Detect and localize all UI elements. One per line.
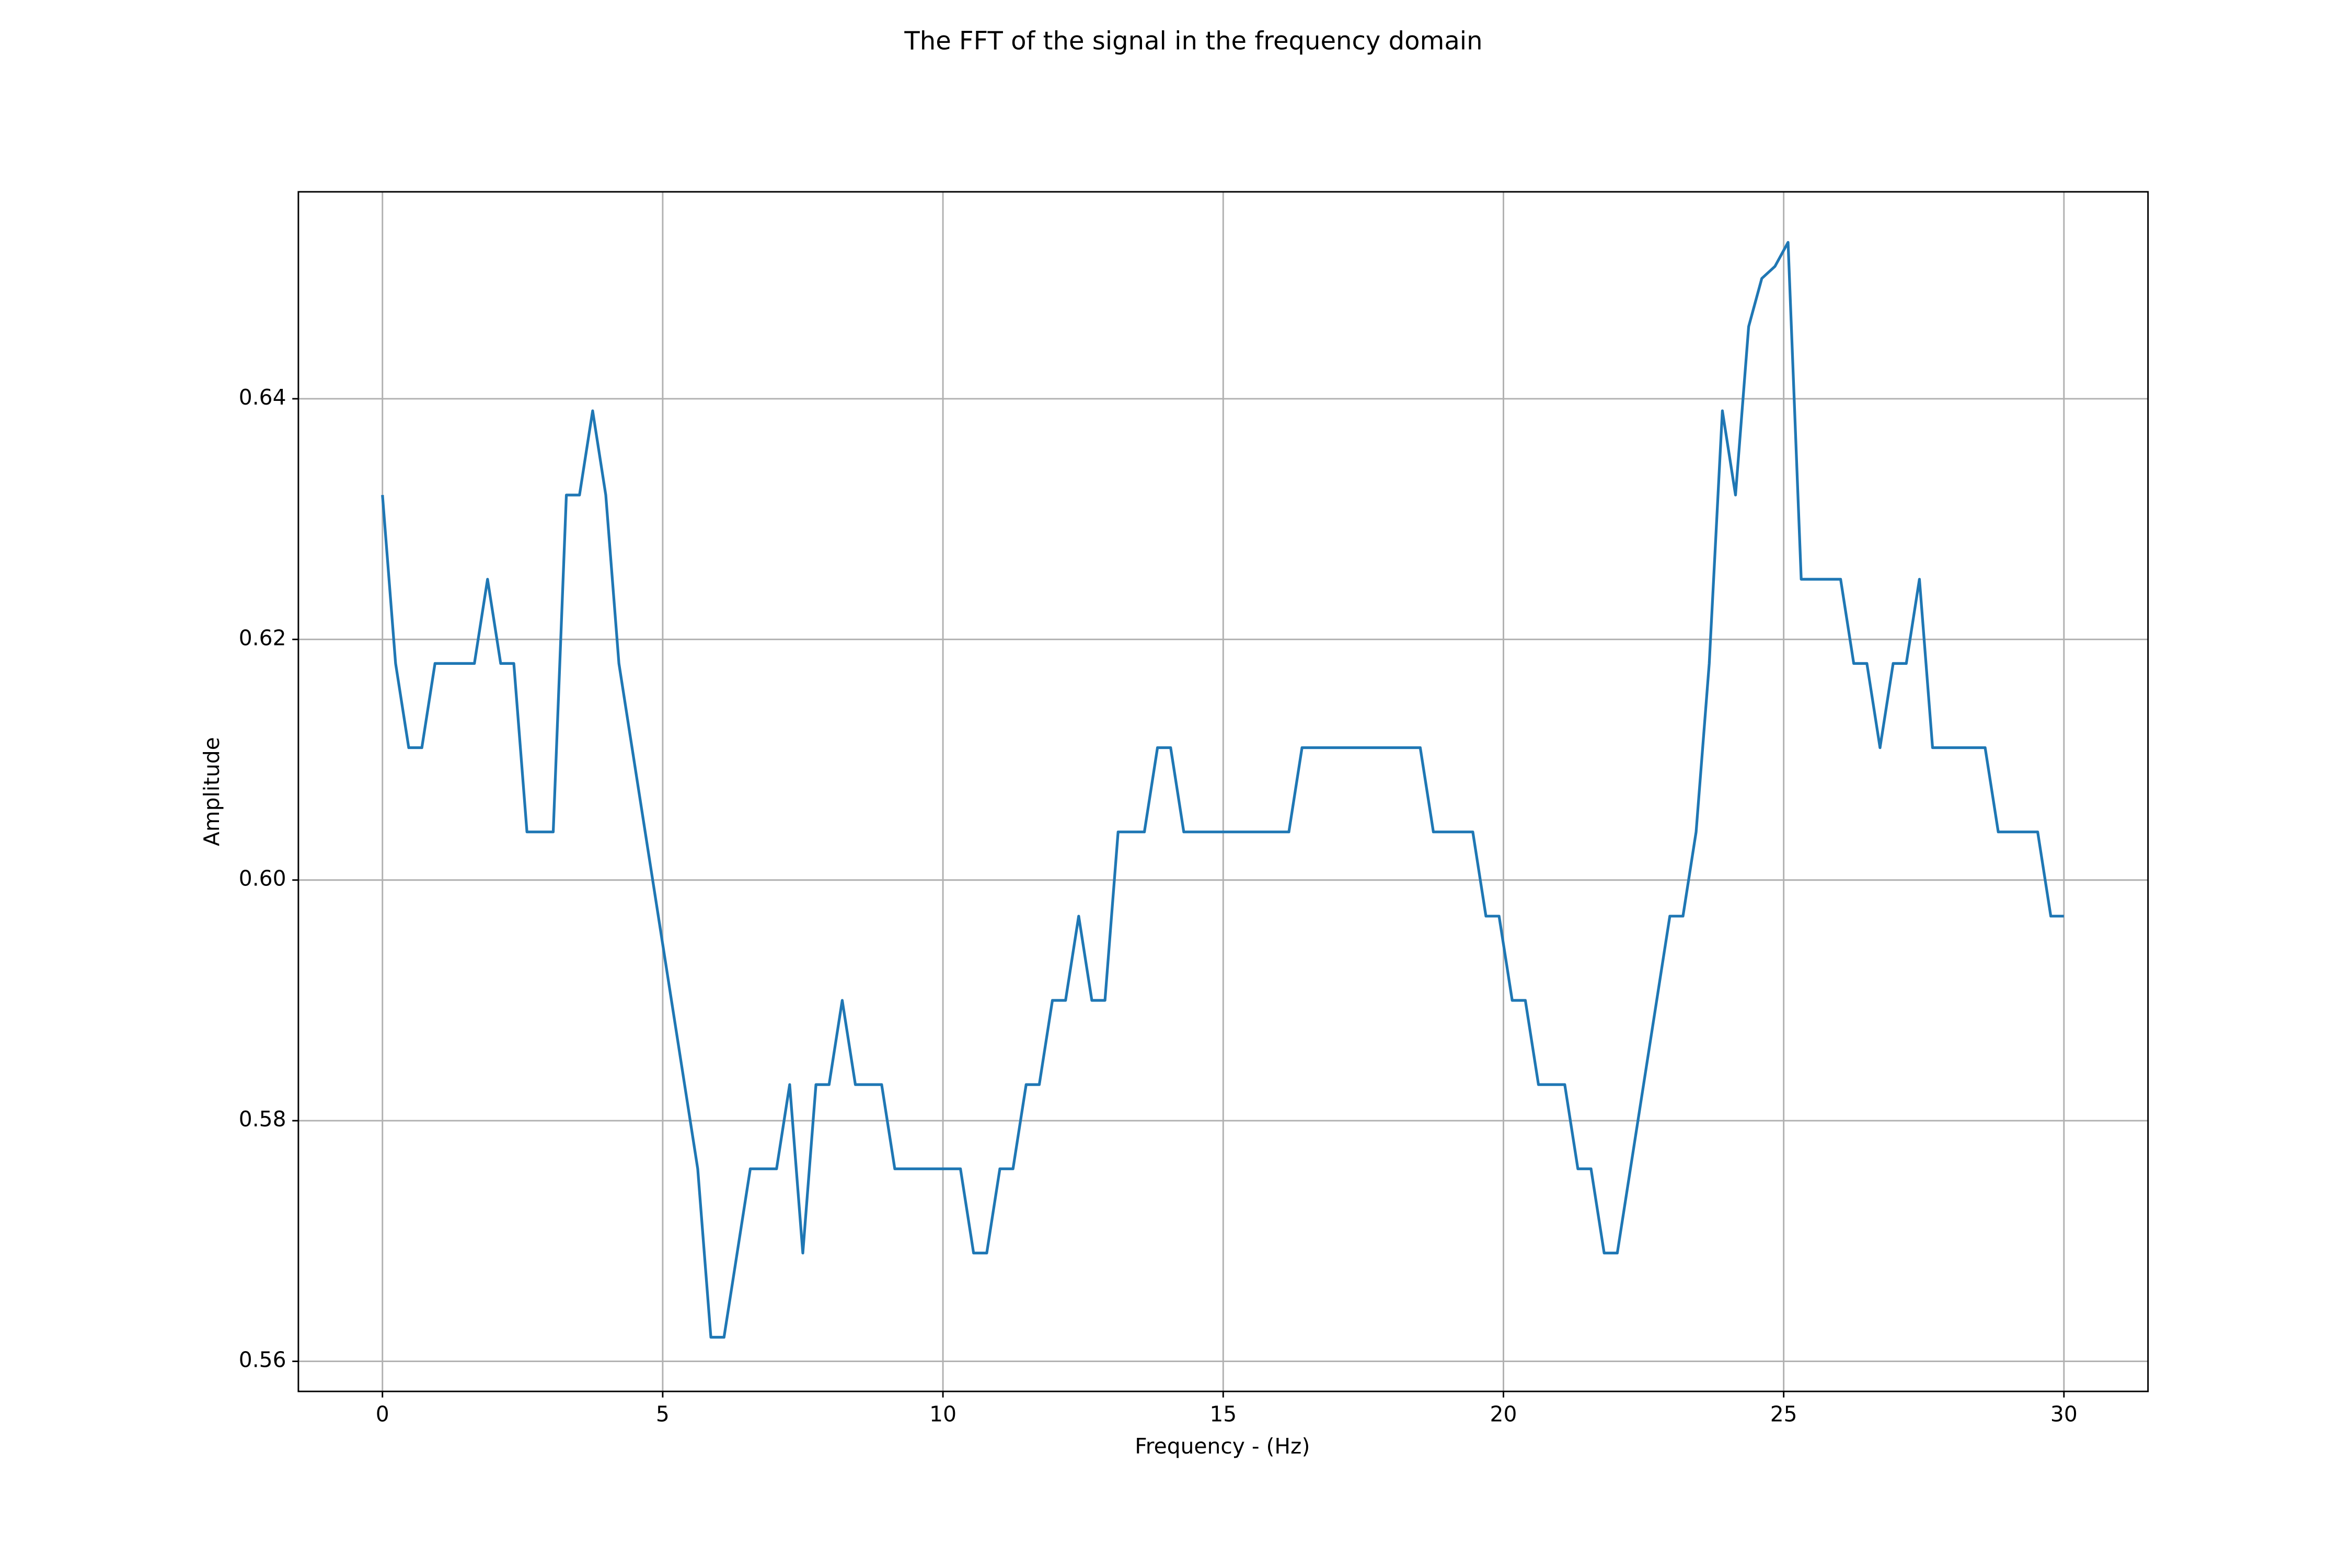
y-tick-label: 0.60 [239, 866, 286, 891]
chart-title: The FFT of the signal in the frequency d… [904, 27, 1482, 56]
y-tick-label: 0.58 [239, 1106, 286, 1132]
x-tick-label: 10 [929, 1402, 956, 1427]
x-tick-label: 0 [376, 1402, 389, 1427]
x-tick-label: 25 [1770, 1402, 1797, 1427]
x-tick-label: 5 [656, 1402, 670, 1427]
x-tick-label: 15 [1209, 1402, 1237, 1427]
y-tick-label: 0.64 [239, 385, 286, 410]
data-line [381, 241, 2064, 1339]
plot-frame [297, 191, 2149, 1392]
x-tick-label: 20 [1490, 1402, 1517, 1427]
y-tick-label: 0.56 [239, 1347, 286, 1373]
x-tick-label: 30 [2050, 1402, 2078, 1427]
y-tick-label: 0.62 [239, 625, 286, 650]
y-axis-label: Amplitude [199, 737, 224, 846]
x-axis-label: Frequency - (Hz) [1135, 1434, 1310, 1459]
